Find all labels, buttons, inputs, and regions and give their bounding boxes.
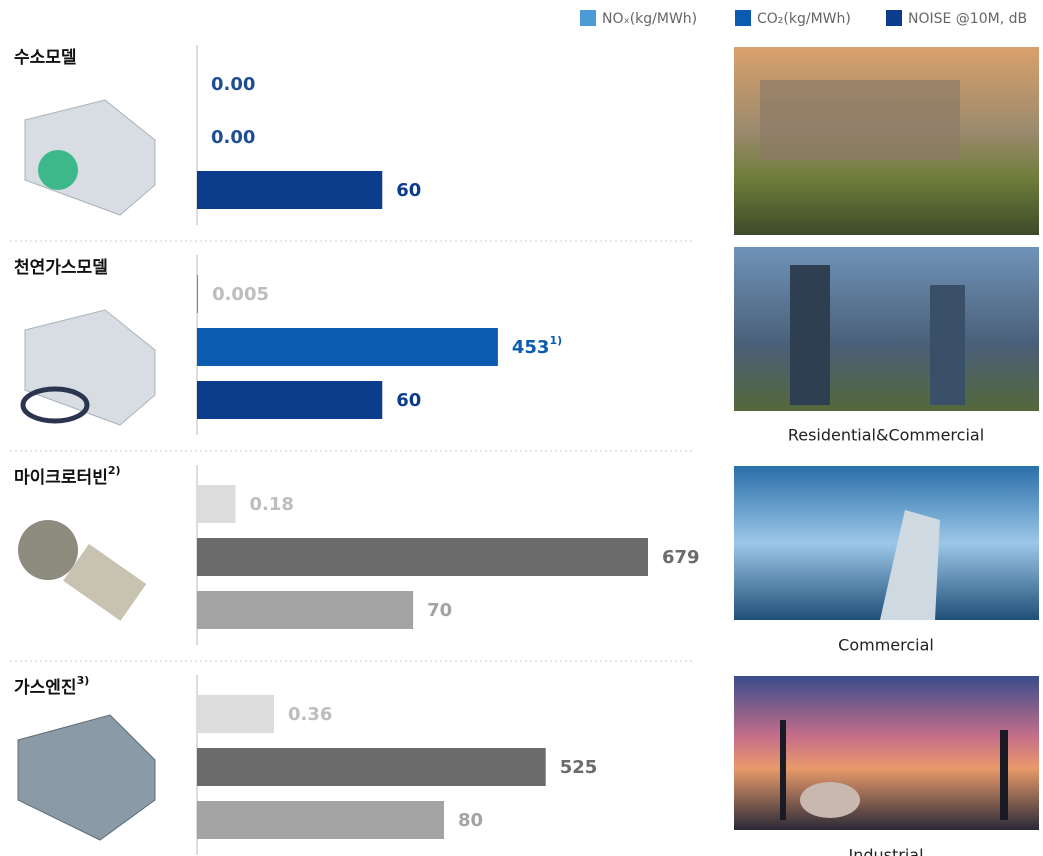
value-text: 453 (512, 337, 550, 358)
category-label: 마이크로터빈2) (14, 464, 121, 488)
photo-caption: Residential&Commercial (788, 426, 984, 445)
category-name: 가스엔진 (14, 678, 77, 698)
value-label: 4531) (512, 334, 562, 358)
legend-label: NOₓ(kg/MWh) (602, 11, 697, 27)
photo-detail (930, 285, 965, 405)
photo-detail (880, 510, 940, 620)
photo-detail (1000, 730, 1008, 820)
legend-swatch (580, 10, 596, 26)
legend-label: NOISE @10M, dB (908, 11, 1027, 27)
product-icon (24, 309, 156, 426)
photo-detail (760, 80, 960, 160)
bar (197, 328, 498, 366)
photo (734, 247, 1039, 411)
bar (197, 538, 648, 576)
legend-label: CO₂(kg/MWh) (757, 11, 851, 27)
bar (197, 801, 444, 839)
value-label: 80 (458, 810, 483, 831)
value-label: 60 (396, 180, 421, 201)
value-text: 0.36 (288, 704, 332, 725)
value-text: 0.00 (211, 74, 255, 95)
category-note: 3) (77, 674, 90, 687)
bar (197, 695, 274, 733)
value-label: 0.36 (288, 704, 332, 725)
bar (197, 591, 414, 629)
category-label: 가스엔진3) (14, 674, 89, 698)
product-icon (18, 520, 78, 580)
legend-swatch (735, 10, 751, 26)
photo-detail (800, 782, 860, 818)
category-name: 수소모델 (14, 47, 77, 68)
photo-caption: Industrial (848, 846, 923, 856)
value-label: 60 (396, 390, 421, 411)
bar (197, 485, 236, 523)
value-label: 70 (427, 600, 452, 621)
category-label: 수소모델 (14, 47, 77, 68)
value-text: 70 (427, 600, 452, 621)
icons (17, 99, 156, 841)
value-text: 0.18 (250, 494, 294, 515)
value-label: 0.00 (211, 127, 255, 148)
bar (197, 748, 546, 786)
product-icon (63, 543, 147, 621)
photo-caption: Commercial (838, 636, 934, 655)
value-text: 60 (396, 180, 421, 201)
value-label: 679 (662, 547, 700, 568)
value-text: 0.005 (212, 284, 269, 305)
bar (197, 381, 383, 419)
photo-detail (790, 265, 830, 405)
legend-swatch (886, 10, 902, 26)
value-text: 60 (396, 390, 421, 411)
category-note: 2) (108, 464, 121, 477)
value-label: 525 (560, 757, 598, 778)
product-icon (17, 714, 156, 841)
value-label: 0.00 (211, 74, 255, 95)
photo-detail (780, 720, 786, 820)
value-text: 0.00 (211, 127, 255, 148)
category-name: 천연가스모델 (14, 257, 108, 278)
value-note: 1) (549, 334, 562, 347)
photos (734, 47, 1039, 830)
bar (197, 275, 199, 313)
separators (10, 240, 695, 662)
value-text: 80 (458, 810, 483, 831)
product-icon (38, 150, 78, 190)
value-label: 0.005 (212, 284, 269, 305)
photo (734, 676, 1039, 830)
value-text: 679 (662, 547, 700, 568)
bar (197, 171, 383, 209)
category-name: 마이크로터빈 (14, 468, 108, 488)
value-label: 0.18 (250, 494, 294, 515)
category-label: 천연가스모델 (14, 257, 108, 278)
value-text: 525 (560, 757, 598, 778)
product-icon (20, 386, 90, 424)
